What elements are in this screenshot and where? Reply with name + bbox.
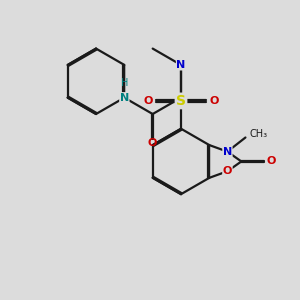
Text: O: O <box>148 139 158 148</box>
Text: O: O <box>223 166 232 176</box>
Text: O: O <box>266 157 275 166</box>
Text: H: H <box>121 78 128 88</box>
Text: S: S <box>176 94 186 108</box>
Text: N: N <box>120 93 129 103</box>
Text: O: O <box>144 96 153 106</box>
Text: CH₃: CH₃ <box>249 130 267 140</box>
Text: N: N <box>223 147 232 157</box>
Text: O: O <box>209 96 218 106</box>
Text: N: N <box>176 60 186 70</box>
